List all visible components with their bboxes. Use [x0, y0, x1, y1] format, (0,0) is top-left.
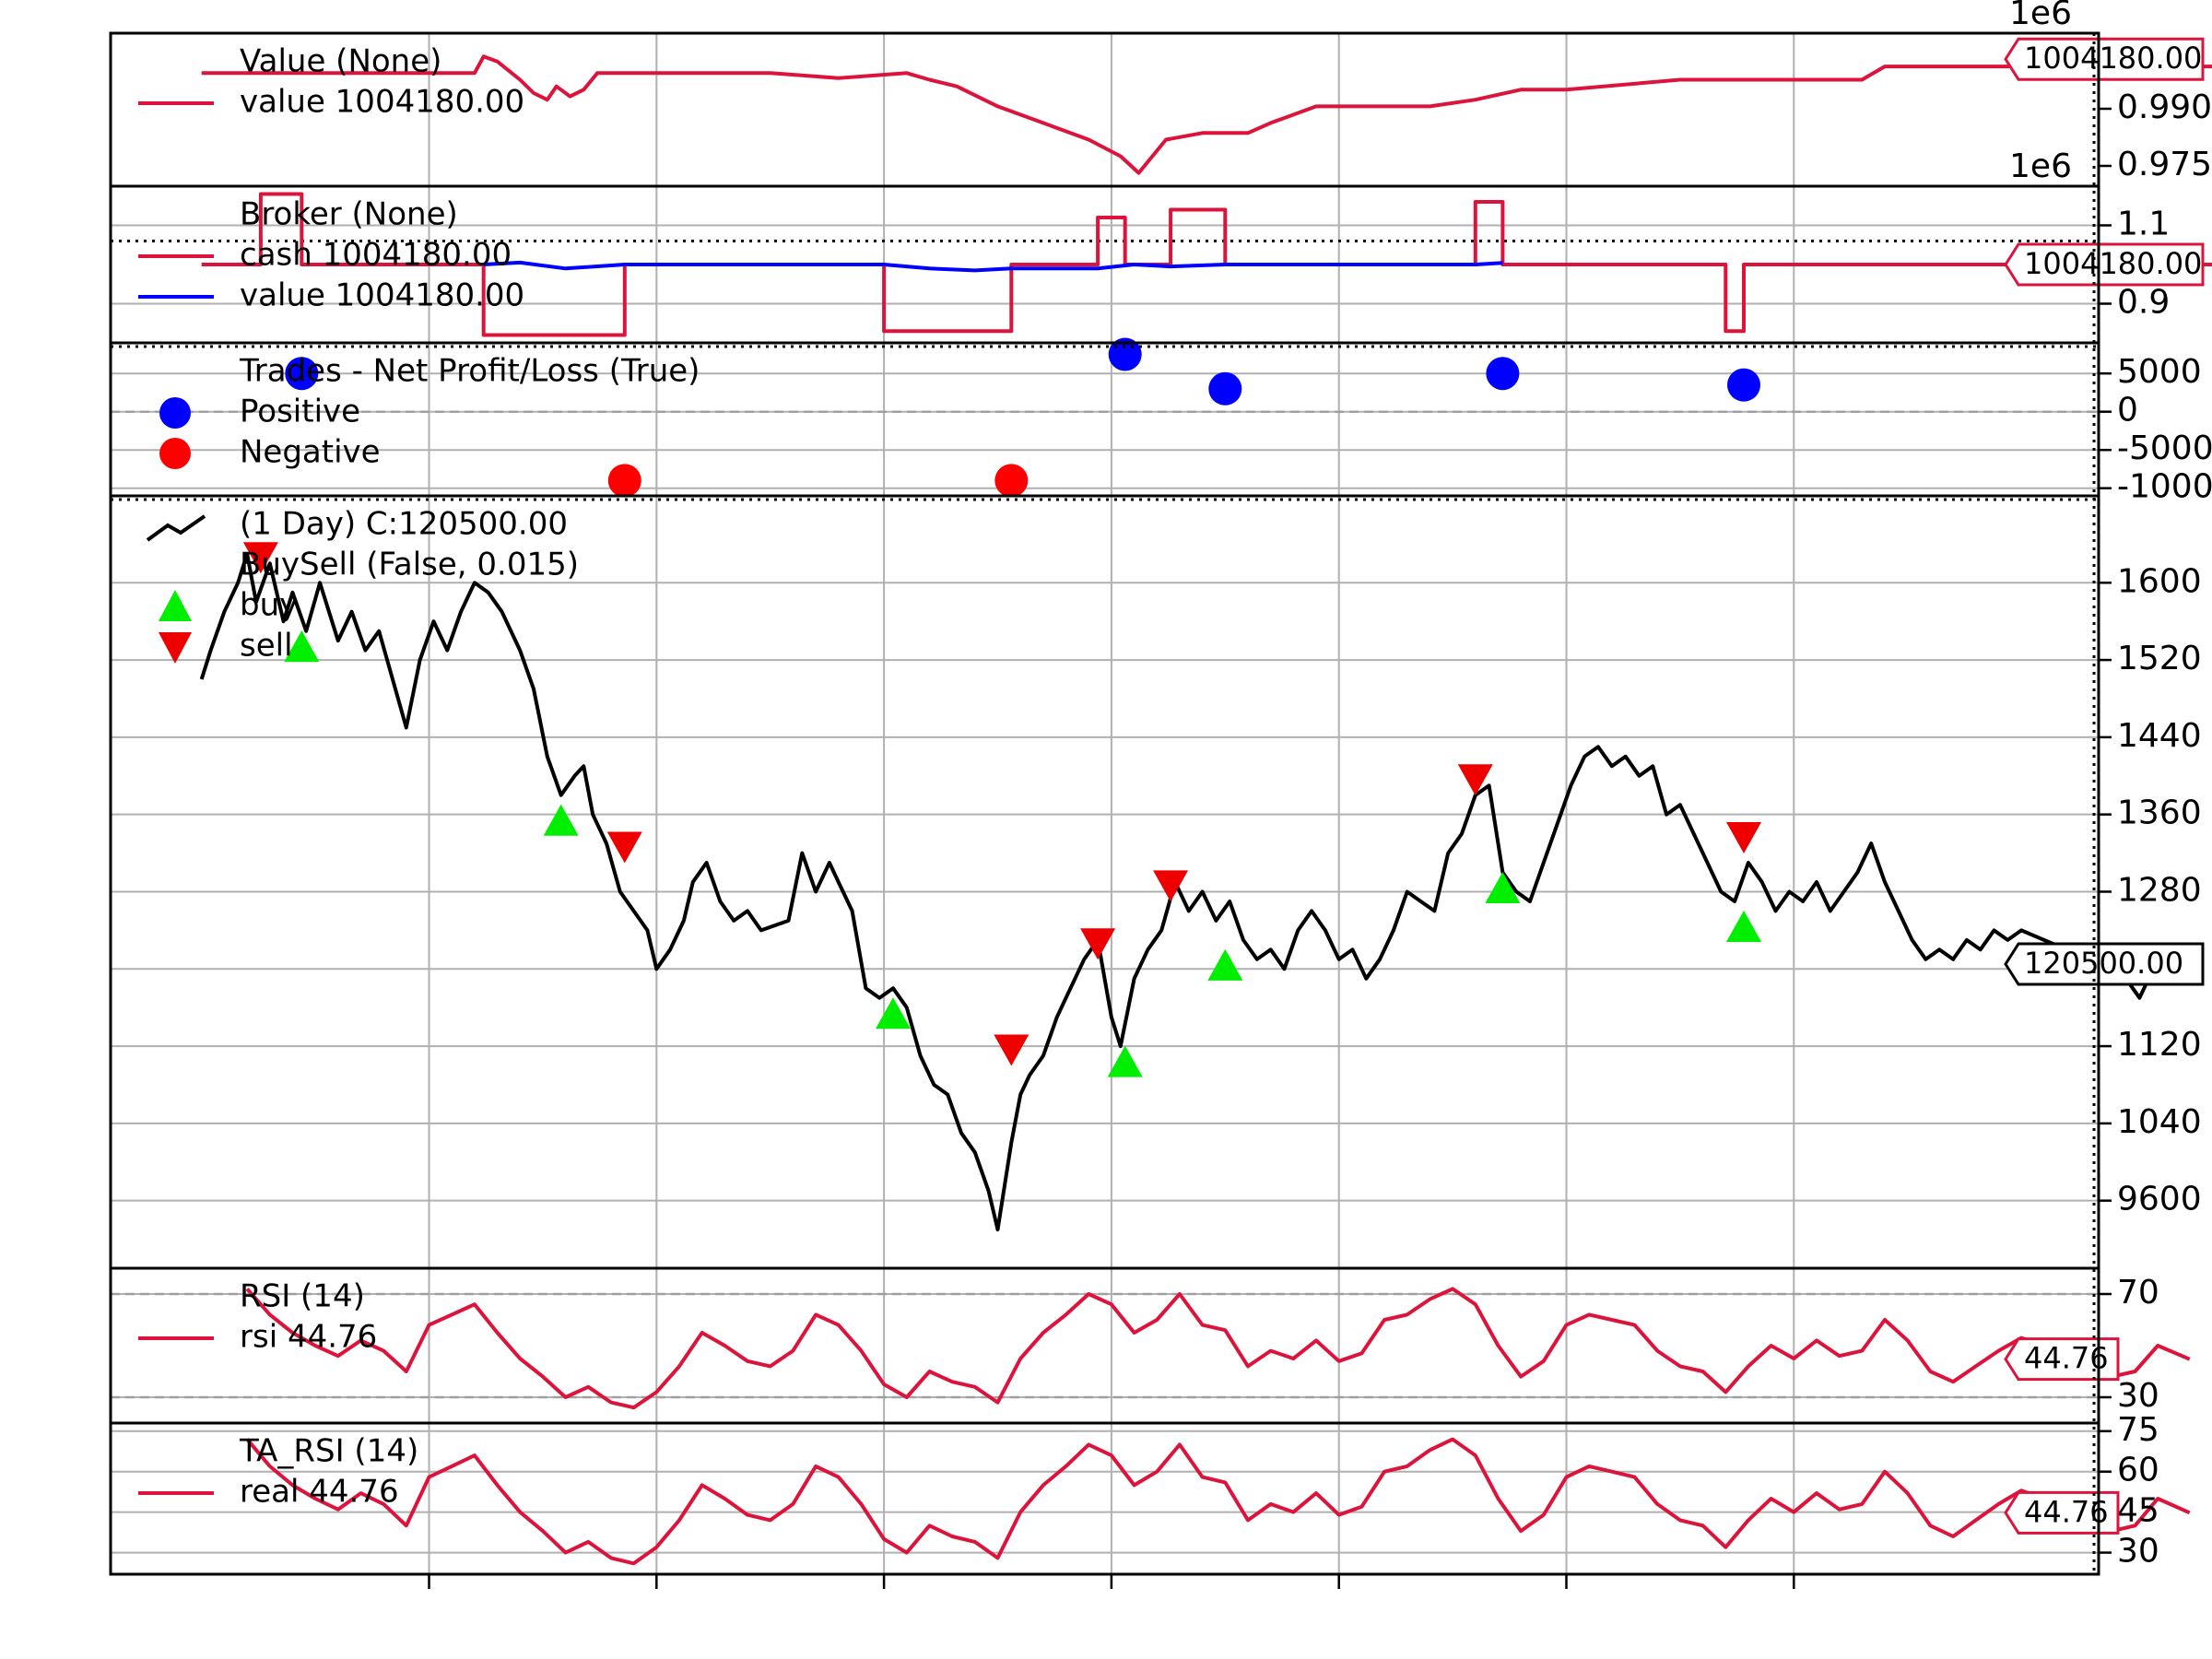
value-ytick-label: 0.975 — [2117, 146, 2212, 183]
legend-handle-negative — [159, 438, 191, 469]
trades-legend-entry: Positive — [240, 394, 360, 430]
trades-ytick-label: -1000 — [2117, 468, 2212, 506]
value-last-value-text: 1004180.00 — [2024, 41, 2202, 76]
buy-marker — [284, 630, 320, 663]
ta_rsi-ytick-label: 30 — [2117, 1533, 2159, 1571]
rsi-series-rsi — [245, 1287, 2191, 1410]
broker-ytick-label: 1.1 — [2117, 206, 2170, 243]
price-ytick-label: 1520 — [2117, 640, 2202, 677]
ta_rsi-panel-frame — [109, 1421, 2100, 1576]
buy-marker — [875, 997, 911, 1030]
broker-series-value — [483, 260, 1503, 273]
rsi-legend-entry: rsi 44.76 — [240, 1319, 377, 1356]
price-last-value-text: 120500.00 — [2024, 946, 2183, 981]
ta_rsi-legend-entry: real 44.76 — [240, 1474, 399, 1511]
trades-ytick-label: -5000 — [2117, 429, 2212, 467]
rsi-last-value-text: 44.76 — [2024, 1341, 2109, 1376]
value-exponent-label: 1e6 — [2009, 0, 2072, 32]
sell-marker — [994, 1034, 1030, 1066]
ta_rsi-last-value-text: 44.76 — [2024, 1494, 2109, 1529]
trade-marker-positive — [1486, 357, 1520, 391]
ta_rsi-ytick-label: 60 — [2117, 1452, 2159, 1489]
trades-legend-entry: Negative — [240, 434, 381, 471]
trade-marker-negative — [994, 464, 1029, 498]
price-legend-entry: buy — [240, 587, 298, 624]
price-ytick-label: 1360 — [2117, 794, 2202, 832]
broker-legend-entry: value 1004180.00 — [240, 277, 524, 314]
trade-marker-negative — [607, 464, 641, 498]
ta_rsi-ytick-label: 45 — [2117, 1492, 2159, 1530]
sell-marker — [606, 831, 642, 864]
legend-handle-close — [146, 514, 206, 542]
price-legend-entry: (1 Day) C:120500.00 — [240, 506, 568, 543]
price-ytick-label: 1040 — [2117, 1103, 2202, 1141]
value-ytick-label: 0.990 — [2117, 88, 2212, 126]
trades-ytick-label: 0 — [2117, 392, 2138, 429]
buy-marker — [1207, 948, 1243, 981]
legend-handle-buy — [159, 590, 192, 621]
ta_rsi-series-real — [245, 1437, 2191, 1566]
broker-legend-entry: cash 1004180.00 — [240, 237, 512, 274]
value-legend-entry: value 1004180.00 — [240, 84, 524, 121]
value-legend-title: Value (None) — [240, 43, 441, 80]
trade-marker-positive — [285, 357, 319, 391]
rsi-ytick-label: 30 — [2117, 1377, 2159, 1415]
broker-legend-title: Broker (None) — [240, 196, 458, 233]
buy-marker — [1725, 910, 1761, 942]
legend-handle-positive — [159, 397, 191, 429]
rsi-last-value-tag — [2004, 1337, 2120, 1382]
buy-marker — [1107, 1045, 1143, 1077]
sell-marker — [1080, 928, 1116, 960]
price-ytick-label: 1440 — [2117, 717, 2202, 755]
buy-marker — [1485, 872, 1521, 904]
price-last-value-tag — [2004, 942, 2205, 986]
sell-marker — [1725, 822, 1761, 854]
trade-marker-positive — [1208, 371, 1242, 406]
broker-last-value-tag — [2004, 242, 2205, 287]
broker-exponent-label: 1e6 — [2009, 147, 2072, 185]
broker-ytick-label: 0.9 — [2117, 284, 2170, 322]
price-ytick-label: 1600 — [2117, 562, 2202, 600]
ta_rsi-ytick-label: 75 — [2117, 1411, 2159, 1449]
rsi-legend-title: RSI (14) — [240, 1278, 365, 1315]
legend-handle-sell — [159, 632, 192, 664]
price-legend-entry: sell — [240, 628, 293, 665]
price-ytick-label: 9600 — [2117, 1181, 2202, 1218]
buy-marker — [543, 804, 579, 836]
price-series-close — [199, 551, 2192, 1232]
sell-marker — [242, 542, 278, 574]
value-last-value-tag — [2004, 37, 2205, 81]
price-ytick-label: 1120 — [2117, 1026, 2202, 1064]
trades-legend-title: Trades - Net Profit/Loss (True) — [239, 353, 700, 390]
rsi-ytick-label: 70 — [2117, 1274, 2159, 1312]
sell-marker — [1457, 764, 1493, 796]
broker-last-value-text: 1004180.00 — [2024, 246, 2202, 281]
ta_rsi-last-value-tag — [2004, 1490, 2120, 1535]
sell-marker — [1153, 870, 1189, 902]
ta_rsi-legend-title: TA_RSI (14) — [239, 1433, 418, 1470]
trades-ytick-label: 5000 — [2117, 353, 2202, 391]
price-ytick-label: 1280 — [2117, 871, 2202, 909]
trade-marker-positive — [1726, 368, 1760, 402]
value-series-value — [201, 54, 2212, 175]
broker-series-cash — [201, 192, 2212, 337]
price-legend-title: BuySell (False, 0.015) — [240, 547, 579, 583]
